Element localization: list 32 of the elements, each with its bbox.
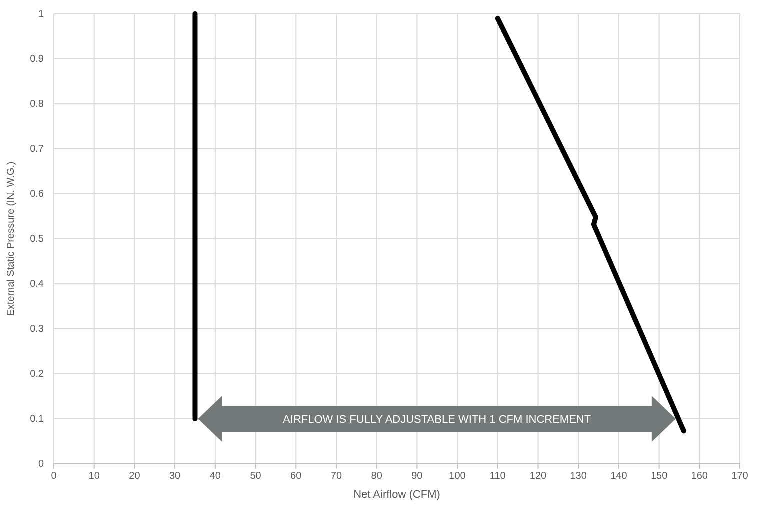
x-tick-label: 60: [290, 471, 302, 482]
x-tick-label: 20: [129, 471, 141, 482]
y-axis-title: External Static Pressure (IN. W.G.): [6, 162, 17, 316]
y-tick-label: 0.7: [30, 144, 44, 156]
x-tick-label: 130: [570, 471, 588, 482]
x-tick-label: 90: [412, 471, 424, 482]
x-tick-label: 30: [169, 471, 182, 482]
x-tick-label: 70: [330, 471, 342, 482]
x-tick-label: 170: [732, 471, 749, 482]
x-tick-label: 120: [530, 471, 548, 482]
x-tick-label: 110: [490, 471, 506, 482]
y-tick-label: 0.6: [30, 189, 44, 200]
y-tick-label: 1: [38, 9, 44, 20]
y-tick-label: 0.4: [30, 279, 44, 290]
x-tick-label: 140: [610, 471, 628, 482]
x-tick-label: 160: [691, 471, 708, 482]
y-tick-label: 0.1: [30, 414, 44, 426]
y-tick-label: 0.2: [30, 369, 44, 380]
x-tick-label: 0: [51, 471, 58, 482]
annotation: AIRFLOW IS FULLY ADJUSTABLE WITH 1 CFM INCREMENT: [283, 414, 592, 426]
y-tick-label: 0.8: [30, 99, 44, 110]
x-tick-label: 100: [449, 471, 466, 482]
x-tick-label: 10: [88, 471, 100, 482]
x-axis-title: Net Airflow (CFM): [354, 489, 440, 501]
y-tick-label: 0.9: [30, 54, 44, 66]
x-tick-label: 150: [650, 471, 668, 482]
y-tick-label: 0.3: [30, 324, 44, 336]
x-tick-label: 40: [210, 471, 222, 482]
y-tick-label: 0: [38, 459, 44, 470]
x-tick-label: 50: [250, 471, 262, 482]
y-tick-label: 0.5: [30, 234, 44, 246]
x-tick-label: 80: [371, 471, 383, 482]
